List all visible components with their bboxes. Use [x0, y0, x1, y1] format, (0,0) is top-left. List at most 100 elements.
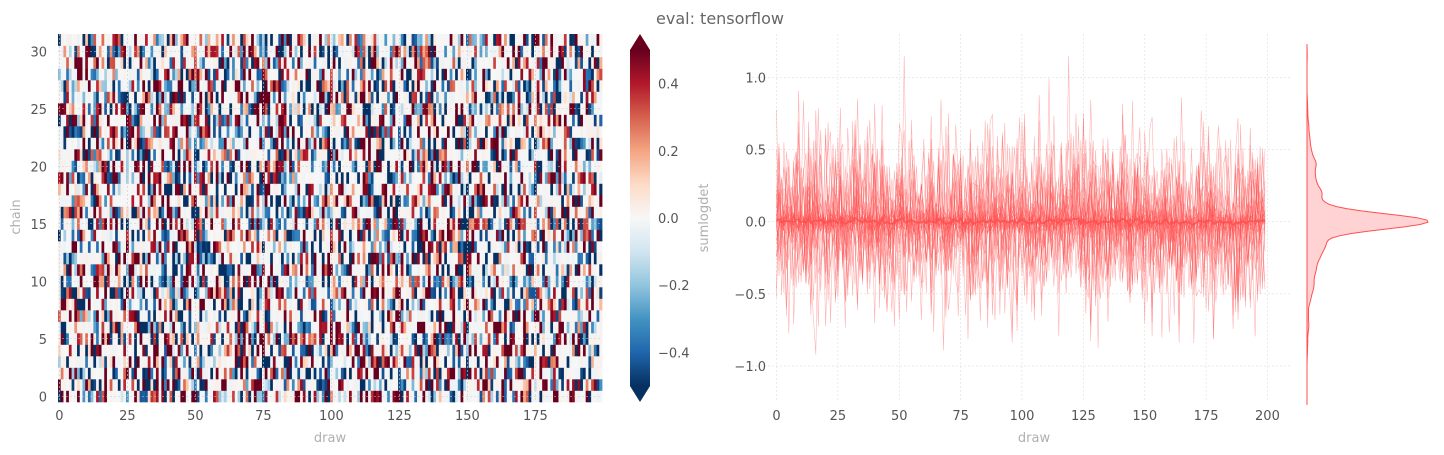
heatmap-cell	[452, 264, 456, 276]
heatmap-cell	[455, 264, 459, 276]
heatmap-cell	[368, 390, 372, 403]
heatmap-cell	[547, 379, 551, 391]
heatmap-cell	[599, 321, 603, 334]
heatmap-cell	[142, 172, 146, 184]
heatmap-cell	[77, 310, 81, 322]
heatmap-cell	[528, 321, 532, 334]
heatmap-cell	[479, 252, 483, 265]
heatmap-cell	[232, 126, 236, 138]
heatmap-cell	[90, 275, 94, 288]
heatmap-cell	[395, 252, 399, 265]
heatmap-cell	[164, 390, 168, 403]
heatmap-cell	[457, 229, 461, 242]
heatmap-cell	[550, 310, 554, 322]
heatmap-cell	[82, 137, 86, 150]
heatmap-cell	[136, 298, 140, 311]
heatmap-cell	[147, 333, 151, 345]
heatmap-cell	[245, 114, 249, 127]
heatmap-cell	[359, 126, 364, 138]
heatmap-cell	[264, 252, 268, 265]
heatmap-cell	[237, 149, 241, 161]
heatmap-cell	[446, 367, 451, 380]
heatmap-cell	[210, 229, 214, 242]
heatmap-cell	[194, 379, 198, 391]
heatmap-cell	[384, 195, 388, 207]
heatmap-cell	[504, 172, 508, 184]
heatmap-cell	[370, 275, 374, 288]
heatmap-cell	[169, 149, 173, 161]
heatmap-cell	[452, 344, 456, 357]
heatmap-cell	[457, 287, 461, 299]
heatmap-cell	[68, 114, 72, 127]
heatmap-cell	[408, 298, 412, 311]
heatmap-cell	[319, 264, 323, 276]
heatmap-cell	[106, 321, 111, 334]
heatmap-cell	[223, 333, 228, 345]
heatmap-cell	[569, 344, 573, 357]
heatmap-cell	[351, 287, 355, 299]
heatmap-cell	[207, 183, 211, 196]
heatmap-cell	[66, 206, 70, 219]
heatmap-cell	[136, 172, 140, 184]
heatmap-cell	[183, 218, 187, 230]
heatmap-cell	[389, 229, 393, 242]
heatmap-cell	[591, 333, 595, 345]
heatmap-cell	[96, 183, 100, 196]
heatmap-cell	[517, 298, 521, 311]
heatmap-cell	[319, 356, 323, 368]
heatmap-cell	[327, 229, 331, 242]
heatmap-cell	[558, 183, 562, 196]
heatmap-cell	[82, 310, 86, 322]
heatmap-cell	[406, 206, 410, 219]
heatmap-cell	[180, 310, 184, 322]
heatmap-cell	[547, 275, 551, 288]
heatmap-cell	[446, 114, 451, 127]
heatmap-cell	[106, 218, 111, 230]
heatmap-cell	[191, 310, 195, 322]
heatmap-cell	[487, 264, 491, 276]
heatmap-cell	[281, 229, 285, 242]
heatmap-cell	[275, 149, 279, 161]
heatmap-cell	[210, 367, 214, 380]
heatmap-cell	[199, 275, 203, 288]
heatmap-cell	[297, 206, 301, 219]
heatmap-cell	[300, 229, 304, 242]
heatmap-cell	[471, 172, 475, 184]
heatmap-cell	[419, 379, 423, 391]
heatmap-cell	[297, 252, 301, 265]
heatmap-cell	[87, 160, 92, 173]
heatmap-cell	[251, 321, 255, 334]
heatmap-cell	[177, 287, 181, 299]
heatmap-cell	[142, 195, 146, 207]
heatmap-cell	[566, 310, 570, 322]
heatmap-cell	[438, 241, 442, 253]
heatmap-cell	[286, 137, 290, 150]
heatmap-cell	[256, 126, 260, 138]
heatmap-cell	[123, 195, 127, 207]
heatmap-cell	[161, 356, 165, 368]
heatmap-cell	[474, 287, 478, 299]
heatmap-cell	[449, 114, 453, 127]
heatmap-cell	[403, 310, 407, 322]
heatmap-cell	[528, 379, 532, 391]
heatmap-cell	[332, 287, 336, 299]
heatmap-cell	[585, 310, 589, 322]
heatmap-cell	[82, 206, 86, 219]
heatmap-cell	[574, 114, 578, 127]
heatmap-cell	[504, 218, 508, 230]
heatmap-cell	[136, 195, 140, 207]
heatmap-cell	[414, 114, 418, 127]
heatmap-cell	[278, 379, 282, 391]
heatmap-cell	[433, 356, 437, 368]
heatmap-cell	[213, 183, 217, 196]
heatmap-cell	[313, 206, 317, 219]
heatmap-cell	[191, 333, 195, 345]
heatmap-cell	[199, 149, 203, 161]
heatmap-cell	[166, 137, 170, 150]
heatmap-cell	[123, 356, 127, 368]
heatmap-cell	[199, 344, 203, 357]
heatmap-cell	[444, 252, 448, 265]
heatmap-cell	[267, 356, 271, 368]
heatmap-cell	[115, 195, 119, 207]
heatmap-cell	[514, 287, 519, 299]
